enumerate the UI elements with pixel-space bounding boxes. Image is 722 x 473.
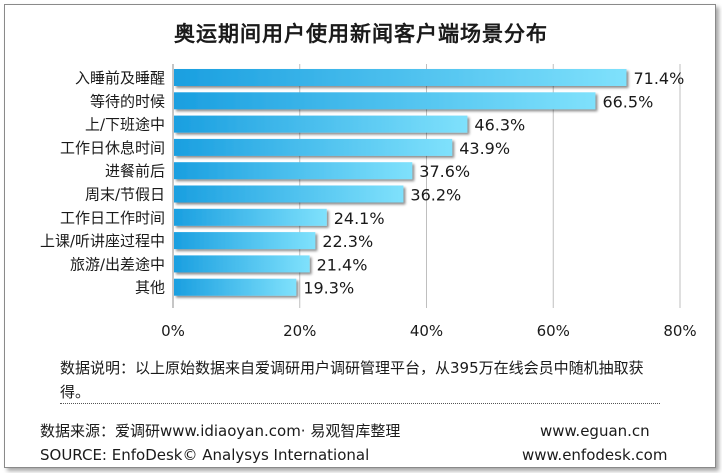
bar [174, 278, 297, 296]
value-label: 46.3% [474, 116, 525, 135]
data-note: 数据说明：以上原始数据来自爱调研用户调研管理平台，从395万在线会员中随机抽取获… [60, 359, 644, 401]
bar [174, 162, 413, 180]
divider [60, 403, 660, 404]
x-tick-label: 60% [537, 322, 570, 340]
category-label: 其他 [135, 279, 165, 297]
category-label: 上课/听讲座过程中 [40, 232, 165, 250]
bar [174, 115, 468, 133]
value-label: 43.9% [459, 139, 510, 158]
site-link-enfodesk[interactable]: www.enfodesk.com [522, 446, 668, 464]
category-label: 工作日工作时间 [60, 209, 165, 227]
x-tick-label: 20% [283, 322, 316, 340]
value-label: 36.2% [410, 186, 461, 205]
chart-title: 奥运期间用户使用新闻客户端场景分布 [174, 22, 548, 46]
category-label: 等待的时候 [90, 92, 165, 110]
value-label: 21.4% [317, 255, 368, 274]
site-link-eguan[interactable]: www.eguan.cn [540, 422, 650, 440]
bar [174, 138, 453, 156]
value-label: 71.4% [633, 69, 684, 88]
category-label: 周末/节假日 [85, 186, 165, 204]
category-label: 进餐前后 [105, 162, 165, 180]
category-label: 上/下班途中 [85, 116, 165, 134]
value-label: 66.5% [602, 92, 653, 111]
source-cn: 数据来源：爱调研www.idiaoyan.com· 易观智库整理 [40, 422, 401, 440]
category-label: 工作日休息时间 [60, 139, 165, 157]
value-label: 37.6% [419, 162, 470, 181]
value-label: 22.3% [322, 232, 373, 251]
source-en: SOURCE: EnfoDesk© Analysys International [40, 446, 370, 464]
value-label: 24.1% [334, 209, 385, 228]
x-tick-label: 0% [161, 322, 185, 340]
bar [174, 255, 310, 273]
x-tick-label: 40% [410, 322, 443, 340]
bar [174, 185, 404, 203]
category-label: 入睡前及睡醒 [75, 69, 165, 87]
value-label: 19.3% [303, 279, 354, 298]
bar [174, 69, 627, 86]
bar [174, 208, 327, 226]
bar [174, 92, 596, 110]
category-label: 旅游/出差途中 [70, 255, 165, 273]
x-tick-label: 80% [663, 322, 696, 340]
bar [174, 232, 316, 250]
